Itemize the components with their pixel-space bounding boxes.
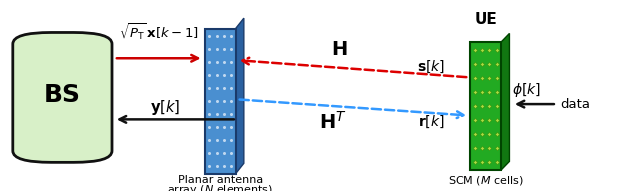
Polygon shape — [236, 18, 244, 174]
Polygon shape — [501, 33, 509, 170]
Text: $\sqrt{P_{\mathrm{T}}}\,\mathbf{x}[k-1]$: $\sqrt{P_{\mathrm{T}}}\,\mathbf{x}[k-1]$ — [118, 22, 199, 43]
Text: $\phi[k]$: $\phi[k]$ — [512, 81, 541, 99]
Text: Planar antenna: Planar antenna — [177, 176, 263, 185]
Text: UE: UE — [475, 12, 498, 27]
Text: $\mathbf{H}$: $\mathbf{H}$ — [331, 40, 348, 59]
Text: SCM ($M$ cells): SCM ($M$ cells) — [448, 174, 524, 187]
Text: $\mathbf{r}[k]$: $\mathbf{r}[k]$ — [418, 114, 445, 130]
FancyBboxPatch shape — [13, 32, 112, 162]
Text: data: data — [560, 98, 590, 111]
Text: $\mathbf{H}^{T}$: $\mathbf{H}^{T}$ — [319, 111, 347, 133]
Text: array ($N$ elements): array ($N$ elements) — [167, 183, 273, 191]
Bar — [470, 42, 501, 170]
Text: $\mathbf{s}[k]$: $\mathbf{s}[k]$ — [417, 59, 445, 75]
Bar — [205, 29, 236, 174]
Text: BS: BS — [44, 83, 81, 108]
Text: $\mathbf{y}[k]$: $\mathbf{y}[k]$ — [150, 98, 180, 117]
